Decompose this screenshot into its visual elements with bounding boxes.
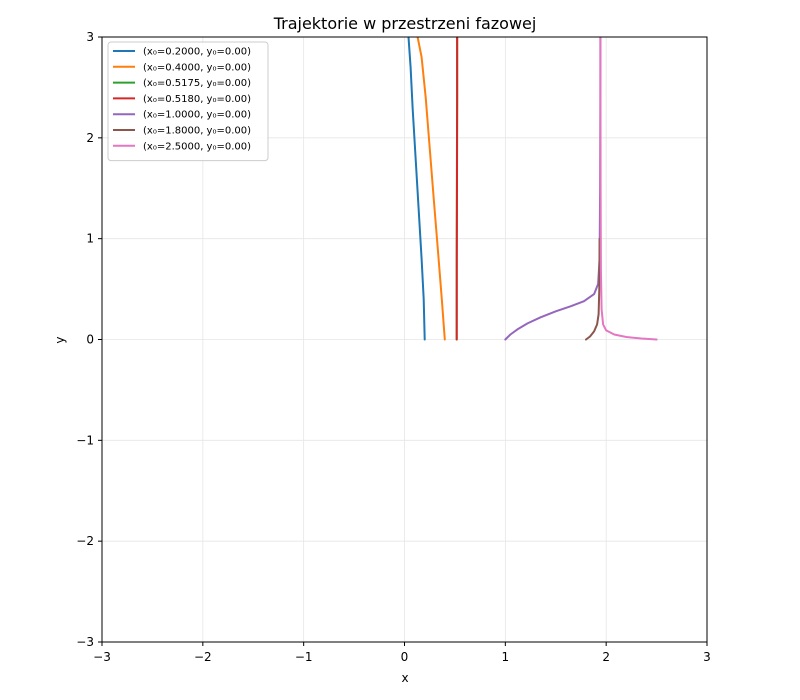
x-axis-label: x — [401, 671, 408, 685]
legend-entry: (x₀=0.4000, y₀=0.00) — [143, 62, 251, 73]
x-tick-label: −3 — [93, 650, 111, 664]
x-tick-label: −1 — [295, 650, 313, 664]
y-tick-label: −1 — [76, 433, 94, 447]
y-tick-label: 3 — [86, 30, 94, 44]
series-line-5 — [585, 237, 601, 341]
series-line-1 — [416, 37, 446, 341]
series-group — [407, 37, 658, 341]
x-tick-label: 2 — [602, 650, 610, 664]
y-axis-label: y — [53, 336, 67, 343]
legend-entry: (x₀=0.5175, y₀=0.00) — [143, 78, 251, 89]
x-tick-label: 3 — [703, 650, 711, 664]
y-tick-label: 0 — [86, 333, 94, 347]
x-tick-label: 0 — [401, 650, 409, 664]
x-tick-label: 1 — [502, 650, 510, 664]
chart-title: Trajektorie w przestrzeni fazowej — [273, 14, 537, 33]
y-tick-label: −3 — [76, 635, 94, 649]
legend: (x₀=0.2000, y₀=0.00) (x₀=0.4000, y₀=0.00)… — [107, 41, 269, 162]
series-line-0 — [407, 37, 426, 341]
legend-entry: (x₀=1.8000, y₀=0.00) — [143, 126, 251, 137]
legend-entry: (x₀=2.5000, y₀=0.00) — [143, 141, 251, 152]
series-line-3 — [455, 37, 459, 341]
x-tick-label: −2 — [194, 650, 212, 664]
y-tick-label: 1 — [86, 232, 94, 246]
ticks: −3 −2 −1 0 1 2 3 −3 −2 −1 0 1 2 3 — [76, 30, 711, 664]
legend-entry: (x₀=0.2000, y₀=0.00) — [143, 47, 251, 58]
legend-entry: (x₀=1.0000, y₀=0.00) — [143, 110, 251, 121]
legend-entry: (x₀=0.5180, y₀=0.00) — [143, 94, 251, 105]
legend-box — [107, 41, 269, 162]
y-tick-label: 2 — [86, 131, 94, 145]
y-tick-label: −2 — [76, 534, 94, 548]
series-line-6 — [599, 37, 658, 341]
